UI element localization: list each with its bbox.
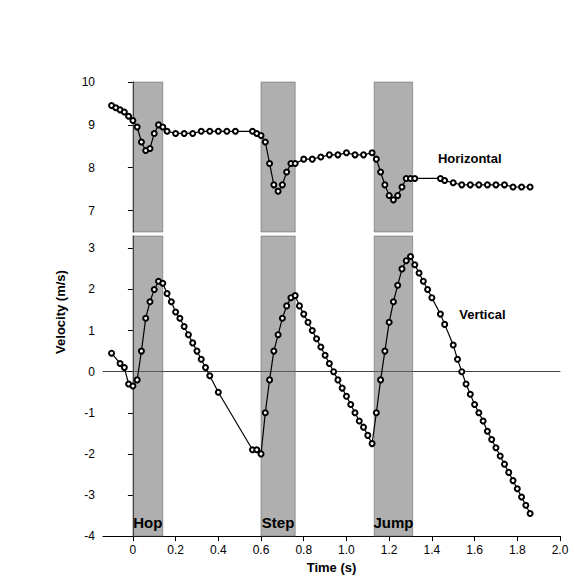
- svg-text:1.6: 1.6: [466, 543, 483, 557]
- svg-text:7: 7: [88, 204, 95, 218]
- svg-text:1.2: 1.2: [381, 543, 398, 557]
- svg-text:2.0: 2.0: [552, 543, 569, 557]
- svg-text:Vertical: Vertical: [459, 307, 505, 322]
- svg-text:10: 10: [82, 75, 96, 89]
- svg-text:0: 0: [88, 365, 95, 379]
- svg-text:Jump: Jump: [373, 514, 413, 531]
- svg-text:Hop: Hop: [133, 514, 162, 531]
- svg-text:-4: -4: [84, 529, 95, 543]
- svg-text:0: 0: [130, 543, 137, 557]
- svg-text:Step: Step: [262, 514, 295, 531]
- svg-text:-1: -1: [84, 406, 95, 420]
- svg-text:1.4: 1.4: [424, 543, 441, 557]
- svg-text:-3: -3: [84, 488, 95, 502]
- svg-text:1: 1: [88, 324, 95, 338]
- svg-text:3: 3: [88, 241, 95, 255]
- svg-text:Time (s): Time (s): [307, 560, 357, 575]
- svg-text:1.0: 1.0: [338, 543, 355, 557]
- svg-text:1.8: 1.8: [509, 543, 526, 557]
- svg-text:0.6: 0.6: [253, 543, 270, 557]
- svg-text:-2: -2: [84, 447, 95, 461]
- svg-text:0.2: 0.2: [167, 543, 184, 557]
- svg-text:0.4: 0.4: [210, 543, 227, 557]
- svg-text:2: 2: [88, 282, 95, 296]
- svg-text:Velocity (m/s): Velocity (m/s): [53, 270, 68, 354]
- svg-text:0.8: 0.8: [295, 543, 312, 557]
- svg-text:Horizontal: Horizontal: [438, 151, 502, 166]
- svg-text:8: 8: [88, 161, 95, 175]
- svg-text:9: 9: [88, 118, 95, 132]
